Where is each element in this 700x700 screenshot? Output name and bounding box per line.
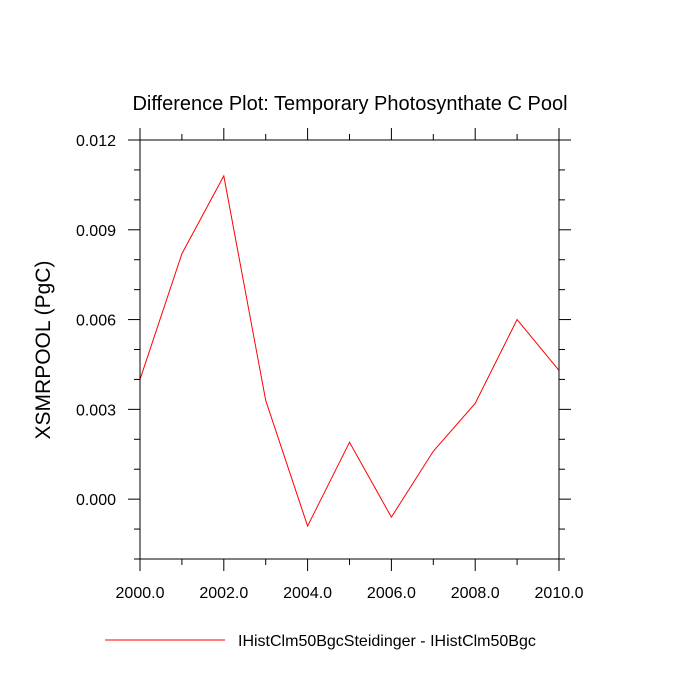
y-tick-label: 0.000 bbox=[76, 492, 116, 509]
x-tick-label: 2004.0 bbox=[283, 585, 332, 602]
y-axis-label: XSMRPOOL (PgC) bbox=[32, 261, 55, 440]
x-tick-label: 2000.0 bbox=[116, 585, 165, 602]
ticks-layer: 2000.0 2002.0 2004.0 2006.0 2008.0 2010.0 0.00… bbox=[76, 128, 584, 602]
plot-frame bbox=[139, 139, 560, 560]
legend: IHistClm50BgcSteidinger - IHistClm50Bgc bbox=[105, 633, 536, 650]
y-tick-label: 0.012 bbox=[76, 133, 116, 150]
series-line bbox=[139, 174, 560, 528]
series-layer bbox=[139, 174, 560, 528]
y-tick-label: 0.006 bbox=[76, 313, 116, 330]
legend-label: IHistClm50BgcSteidinger - IHistClm50Bgc bbox=[238, 633, 536, 650]
x-tick-label: 2008.0 bbox=[451, 585, 500, 602]
y-tick-label: 0.003 bbox=[76, 402, 116, 419]
x-tick-label: 2010.0 bbox=[535, 585, 584, 602]
y-tick-label: 0.009 bbox=[76, 223, 116, 240]
chart-title: Difference Plot: Temporary Photosynthate… bbox=[132, 93, 567, 115]
x-tick-label: 2006.0 bbox=[367, 585, 416, 602]
x-tick-label: 2002.0 bbox=[199, 585, 248, 602]
